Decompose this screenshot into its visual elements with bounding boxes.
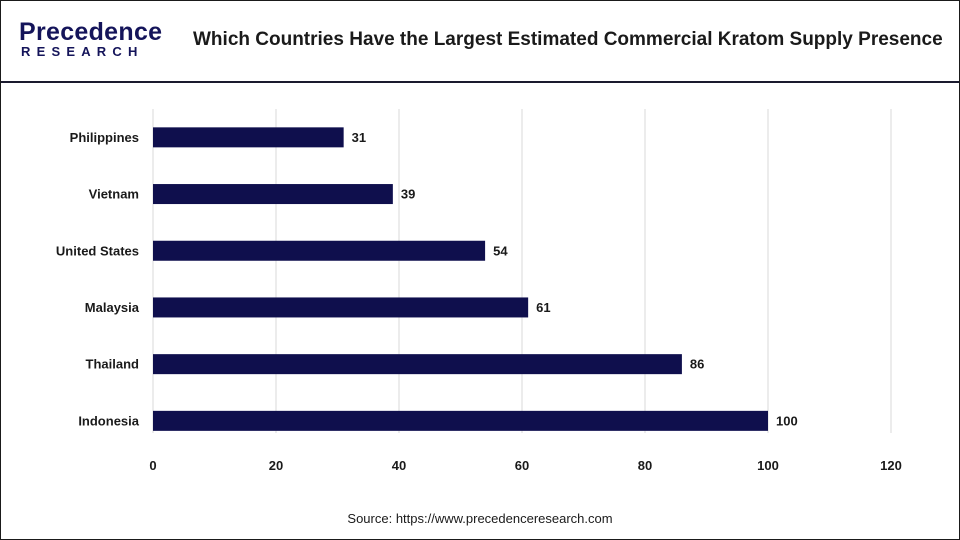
data-label: 100	[776, 413, 798, 428]
category-label: Philippines	[70, 130, 139, 145]
bar	[153, 410, 768, 431]
category-label: Vietnam	[89, 187, 139, 202]
data-label: 31	[352, 130, 366, 145]
header: Precedence RESEARCH Which Countries Have…	[1, 1, 959, 83]
x-tick-label: 60	[515, 458, 529, 473]
logo-wordmark: Precedence	[19, 18, 163, 46]
bar	[153, 354, 682, 375]
x-tick-label: 120	[880, 458, 902, 473]
category-label: Malaysia	[85, 300, 140, 315]
category-label: Indonesia	[78, 413, 139, 428]
bar	[153, 127, 344, 148]
data-label: 39	[401, 187, 415, 202]
chart-title: Which Countries Have the Largest Estimat…	[193, 29, 943, 50]
x-tick-label: 100	[757, 458, 779, 473]
category-label: United States	[56, 243, 139, 258]
bar-chart: 0 20 40 60 80 100 120 Philippines 31 Vietnam 39 Uni…	[56, 109, 902, 473]
data-label: 54	[493, 243, 508, 258]
data-label: 61	[536, 300, 550, 315]
x-tick-label: 20	[269, 458, 283, 473]
x-tick-label: 0	[149, 458, 156, 473]
bar	[153, 240, 486, 261]
x-tick-label: 80	[638, 458, 652, 473]
logo-subtitle: RESEARCH	[21, 44, 144, 59]
brand-logo: Precedence RESEARCH	[19, 19, 162, 59]
source-note: Source: https://www.precedenceresearch.c…	[347, 511, 613, 526]
bar	[153, 297, 529, 318]
category-label: Thailand	[86, 357, 140, 372]
bar	[153, 184, 393, 205]
x-tick-label: 40	[392, 458, 406, 473]
data-label: 86	[690, 357, 704, 372]
